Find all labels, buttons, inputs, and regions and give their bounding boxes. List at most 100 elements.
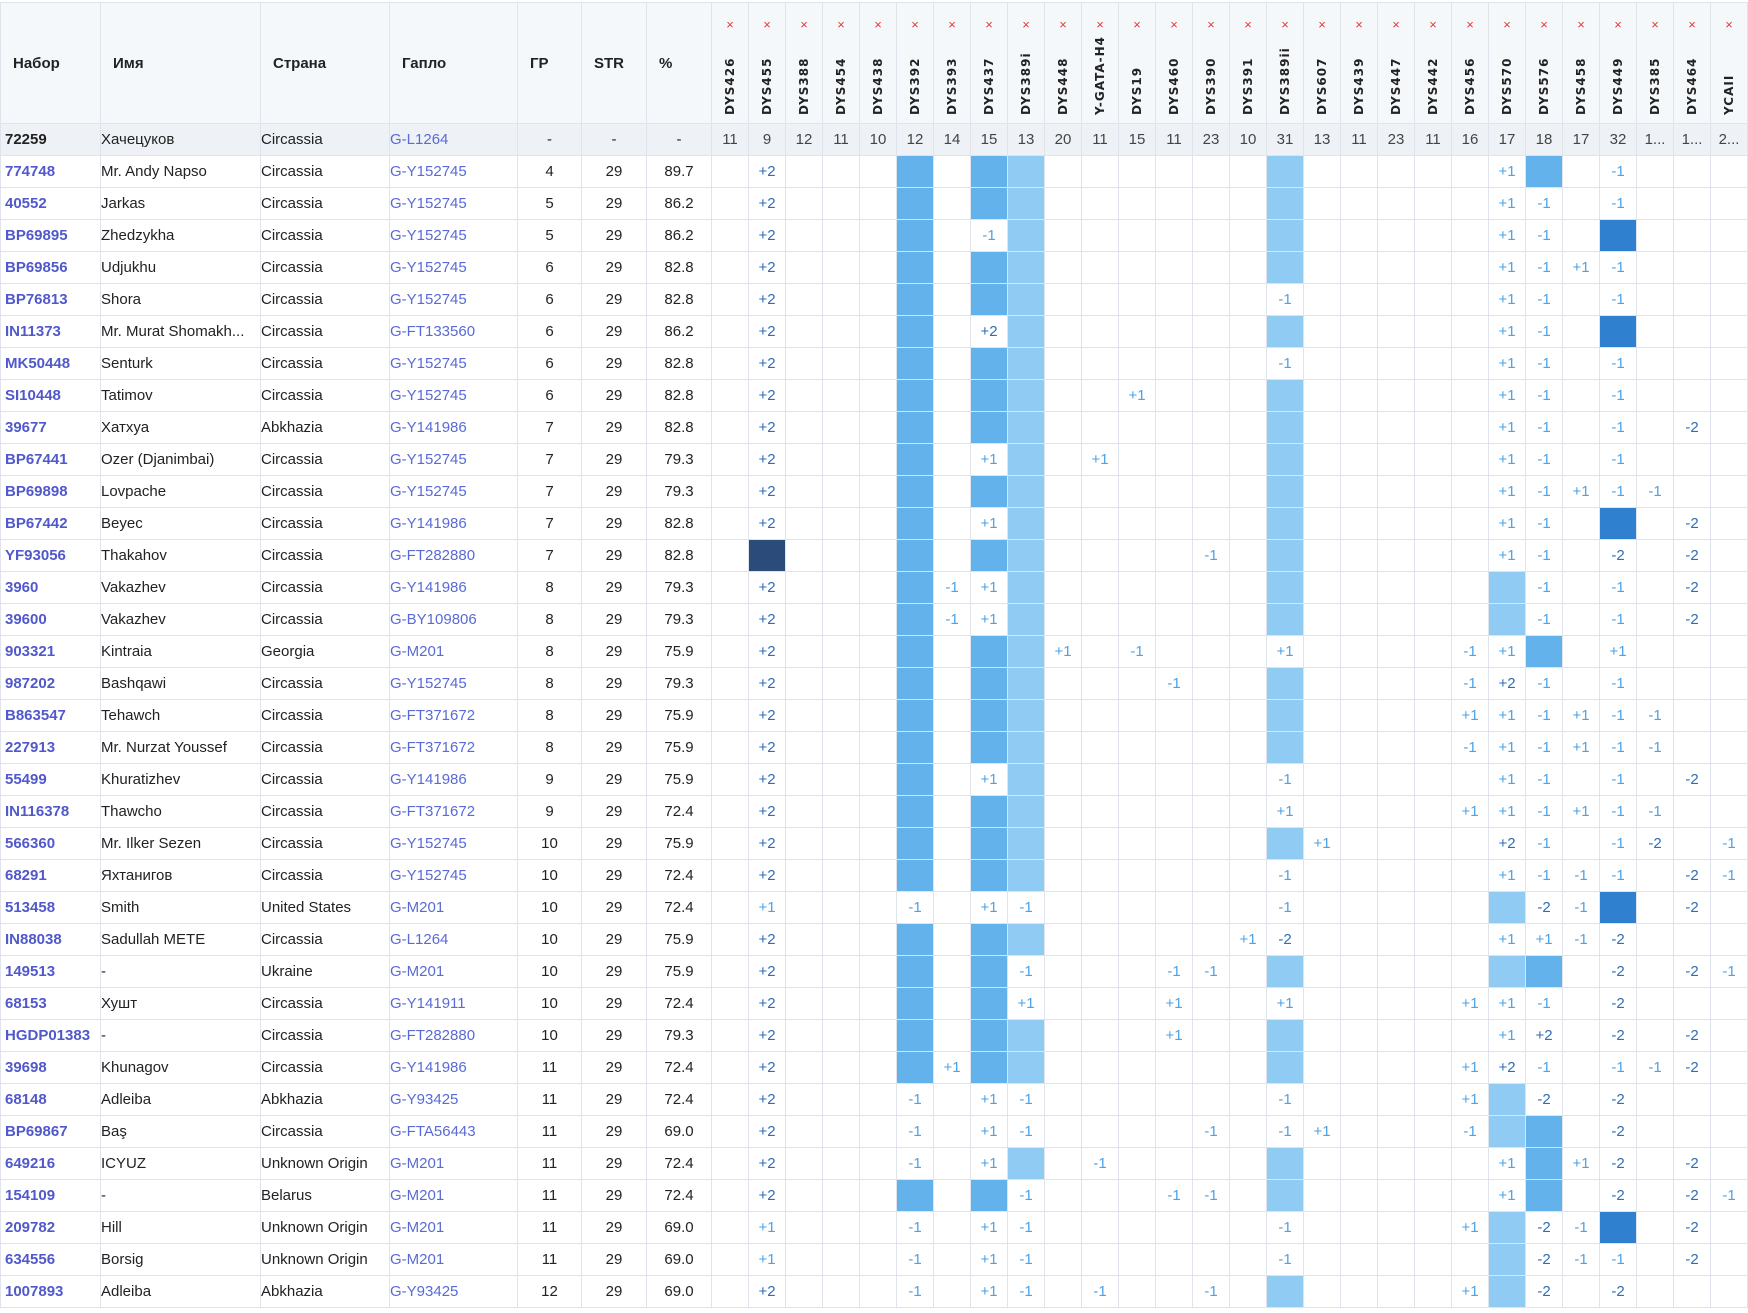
haplogroup-link[interactable]: G-Y152745	[389, 283, 518, 316]
remove-marker-icon[interactable]: ×	[1614, 17, 1622, 32]
kit-link[interactable]: 40552	[0, 187, 101, 220]
remove-marker-icon[interactable]: ×	[1244, 17, 1252, 32]
haplogroup-link[interactable]: G-M201	[389, 1243, 518, 1276]
col-header-name[interactable]: Имя	[100, 2, 261, 124]
kit-link[interactable]: BP76813	[0, 283, 101, 316]
table-row[interactable]: 649216 ICYUZ Unknown Origin G-M201 11 29 72.4 +…	[0, 1147, 1748, 1180]
haplogroup-link[interactable]: G-M201	[389, 955, 518, 988]
haplogroup-link[interactable]: G-Y152745	[389, 187, 518, 220]
kit-link[interactable]: 513458	[0, 891, 101, 924]
haplogroup-link[interactable]: G-FT371672	[389, 795, 518, 828]
table-row[interactable]: 39677 Хатхуа Abkhazia G-Y141986 7 29 82.8 +2 +1-…	[0, 411, 1748, 444]
kit-link[interactable]: SI10448	[0, 379, 101, 412]
table-row[interactable]: 55499 Khuratizhev Circassia G-Y141986 9 29 75.…	[0, 763, 1748, 796]
table-row[interactable]: 903321 Kintraia Georgia G-M201 8 29 75.9 +2 +1 -1…	[0, 635, 1748, 668]
remove-marker-icon[interactable]: ×	[1651, 17, 1659, 32]
kit-link[interactable]: 154109	[0, 1179, 101, 1212]
kit-link[interactable]: BP69867	[0, 1115, 101, 1148]
remove-marker-icon[interactable]: ×	[1355, 17, 1363, 32]
table-row[interactable]: BP69867 Baş Circassia G-FTA56443 11 29 69.0 +2 -…	[0, 1115, 1748, 1148]
remove-marker-icon[interactable]: ×	[800, 17, 808, 32]
haplogroup-link[interactable]: G-L1264	[389, 123, 518, 156]
table-row[interactable]: 40552 Jarkas Circassia G-Y152745 5 29 86.2 +2 +1…	[0, 187, 1748, 220]
haplogroup-link[interactable]: G-Y152745	[389, 155, 518, 188]
remove-marker-icon[interactable]: ×	[837, 17, 845, 32]
col-header-str[interactable]: STR	[581, 2, 647, 124]
haplogroup-link[interactable]: G-FT282880	[389, 1019, 518, 1052]
col-header-haplo[interactable]: Гапло	[389, 2, 518, 124]
haplogroup-link[interactable]: G-Y152745	[389, 379, 518, 412]
table-row[interactable]: IN116378 Thawcho Circassia G-FT371672 9 29 72.…	[0, 795, 1748, 828]
kit-link[interactable]: 566360	[0, 827, 101, 860]
table-row[interactable]: IN11373 Mr. Murat Shomakh... Circassia G-FT…	[0, 315, 1748, 348]
kit-link[interactable]: 649216	[0, 1147, 101, 1180]
kit-link[interactable]: 72259	[0, 123, 101, 156]
table-row[interactable]: 39600 Vakazhev Circassia G-BY109806 8 29 79.3 +…	[0, 603, 1748, 636]
haplogroup-link[interactable]: G-M201	[389, 891, 518, 924]
remove-marker-icon[interactable]: ×	[1466, 17, 1474, 32]
haplogroup-link[interactable]: G-Y93425	[389, 1275, 518, 1308]
kit-link[interactable]: 68148	[0, 1083, 101, 1116]
kit-link[interactable]: IN88038	[0, 923, 101, 956]
remove-marker-icon[interactable]: ×	[874, 17, 882, 32]
haplogroup-link[interactable]: G-Y141986	[389, 571, 518, 604]
table-row[interactable]: SI10448 Tatimov Circassia G-Y152745 6 29 82.8 +…	[0, 379, 1748, 412]
table-row[interactable]: 566360 Mr. Ilker Sezen Circassia G-Y152745 1…	[0, 827, 1748, 860]
remove-marker-icon[interactable]: ×	[1022, 17, 1030, 32]
remove-marker-icon[interactable]: ×	[911, 17, 919, 32]
table-row[interactable]: 987202 Bashqawi Circassia G-Y152745 8 29 79.3 +…	[0, 667, 1748, 700]
table-row[interactable]: 68291 Яхтанигов Circassia G-Y152745 10 29 72.4…	[0, 859, 1748, 892]
table-row[interactable]: HGDP01383- Circassia G-FT282880 10 29 79.3 +2 +…	[0, 1019, 1748, 1052]
haplogroup-link[interactable]: G-M201	[389, 1211, 518, 1244]
table-row[interactable]: 68153 Хушт Circassia G-Y141911 10 29 72.4 +2 +1 +…	[0, 987, 1748, 1020]
remove-marker-icon[interactable]: ×	[1725, 17, 1733, 32]
remove-marker-icon[interactable]: ×	[1577, 17, 1585, 32]
table-row[interactable]: YF93056 Thakahov Circassia G-FT282880 7 29 82.…	[0, 539, 1748, 572]
remove-marker-icon[interactable]: ×	[1688, 17, 1696, 32]
kit-link[interactable]: MK50448	[0, 347, 101, 380]
col-header-country[interactable]: Страна	[260, 2, 390, 124]
kit-link[interactable]: BP69895	[0, 219, 101, 252]
kit-link[interactable]: B863547	[0, 699, 101, 732]
haplogroup-link[interactable]: G-FTA56443	[389, 1115, 518, 1148]
kit-link[interactable]: 987202	[0, 667, 101, 700]
kit-link[interactable]: 634556	[0, 1243, 101, 1276]
kit-link[interactable]: BP69898	[0, 475, 101, 508]
kit-link[interactable]: BP67441	[0, 443, 101, 476]
haplogroup-link[interactable]: G-Y141911	[389, 987, 518, 1020]
kit-link[interactable]: 39677	[0, 411, 101, 444]
haplogroup-link[interactable]: G-L1264	[389, 923, 518, 956]
table-row[interactable]: 634556 Borsig Unknown Origin G-M201 11 29 69.0…	[0, 1243, 1748, 1276]
haplogroup-link[interactable]: G-Y152745	[389, 443, 518, 476]
remove-marker-icon[interactable]: ×	[1096, 17, 1104, 32]
haplogroup-link[interactable]: G-M201	[389, 1179, 518, 1212]
kit-link[interactable]: 774748	[0, 155, 101, 188]
kit-link[interactable]: 209782	[0, 1211, 101, 1244]
table-row[interactable]: 68148 Adleiba Abkhazia G-Y93425 11 29 72.4 +2 -1…	[0, 1083, 1748, 1116]
kit-link[interactable]: 3960	[0, 571, 101, 604]
remove-marker-icon[interactable]: ×	[1170, 17, 1178, 32]
haplogroup-link[interactable]: G-Y141986	[389, 1051, 518, 1084]
table-row[interactable]: IN88038 Sadullah METE Circassia G-L1264 10 29…	[0, 923, 1748, 956]
haplogroup-link[interactable]: G-Y141986	[389, 507, 518, 540]
remove-marker-icon[interactable]: ×	[1503, 17, 1511, 32]
kit-link[interactable]: 39698	[0, 1051, 101, 1084]
haplogroup-link[interactable]: G-FT371672	[389, 731, 518, 764]
kit-link[interactable]: 227913	[0, 731, 101, 764]
kit-link[interactable]: 68291	[0, 859, 101, 892]
haplogroup-link[interactable]: G-FT282880	[389, 539, 518, 572]
haplogroup-link[interactable]: G-Y141986	[389, 411, 518, 444]
kit-link[interactable]: BP69856	[0, 251, 101, 284]
table-row[interactable]: 39698 Khunagov Circassia G-Y141986 11 29 72.4 +…	[0, 1051, 1748, 1084]
kit-link[interactable]: 39600	[0, 603, 101, 636]
table-row[interactable]: BP76813 Shora Circassia G-Y152745 6 29 82.8 +2 -…	[0, 283, 1748, 316]
table-row[interactable]: 3960 Vakazhev Circassia G-Y141986 8 29 79.3 +2 -…	[0, 571, 1748, 604]
haplogroup-link[interactable]: G-Y152745	[389, 859, 518, 892]
kit-link[interactable]: IN11373	[0, 315, 101, 348]
haplogroup-link[interactable]: G-Y152745	[389, 251, 518, 284]
kit-link[interactable]: 1007893	[0, 1275, 101, 1308]
haplogroup-link[interactable]: G-FT133560	[389, 315, 518, 348]
col-header-percent[interactable]: %	[646, 2, 712, 124]
table-row[interactable]: MK50448 Senturk Circassia G-Y152745 6 29 82.8 +…	[0, 347, 1748, 380]
table-row[interactable]: B863547 Tehawch Circassia G-FT371672 8 29 75.9…	[0, 699, 1748, 732]
